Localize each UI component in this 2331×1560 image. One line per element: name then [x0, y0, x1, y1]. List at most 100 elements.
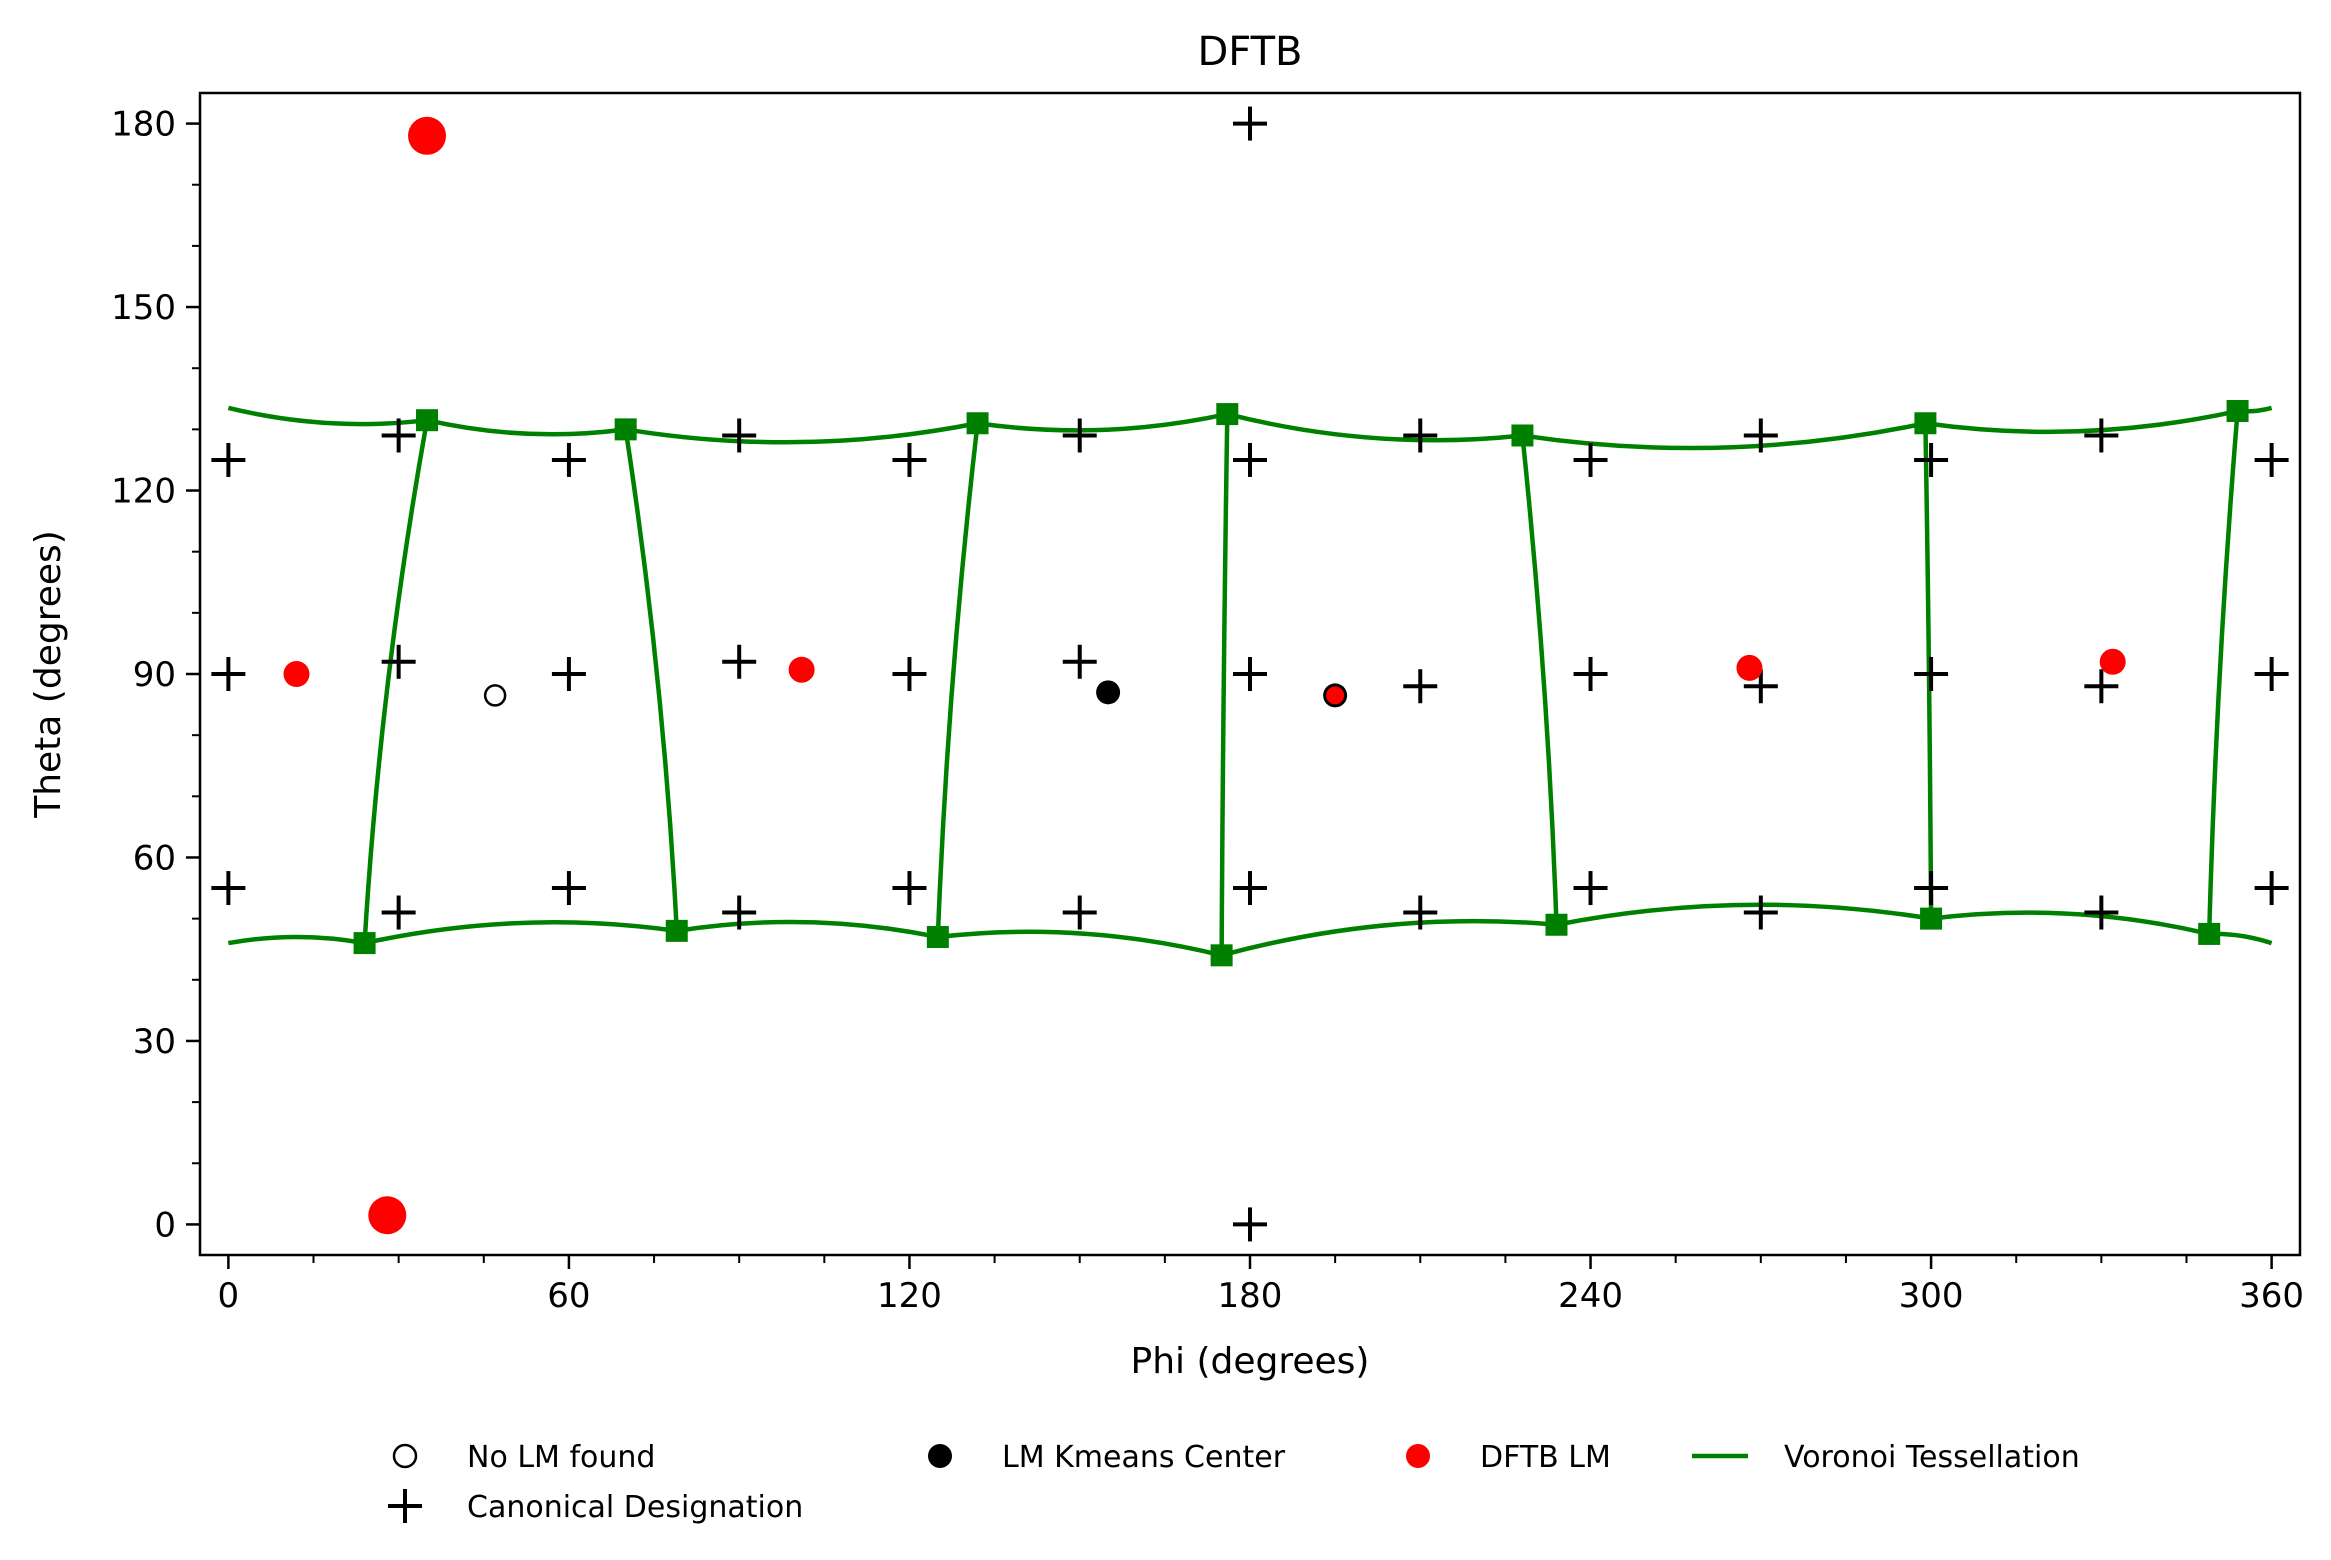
- canonical-designation-marker: [1743, 895, 1778, 930]
- canonical-designation-marker: [722, 895, 757, 930]
- voronoi-edge: [977, 411, 1228, 433]
- voronoi-edge: [362, 419, 430, 944]
- canonical-designation-marker: [1233, 657, 1267, 691]
- voronoi-edge: [1925, 408, 2239, 435]
- dftb-lm-marker: [788, 656, 815, 683]
- legend-label: Canonical Designation: [467, 1490, 803, 1525]
- voronoi-edge: [1219, 414, 1230, 956]
- voronoi-edge: [2206, 410, 2240, 934]
- canonical-designation-marker: [2254, 871, 2289, 906]
- canonical-designation-marker: [1914, 871, 1949, 906]
- canonical-designation-marker: [211, 657, 246, 691]
- canonical-designation-marker: [722, 644, 757, 679]
- x-tick-label: 120: [877, 1276, 942, 1316]
- canonical-designation-marker: [1233, 871, 1267, 906]
- x-tick-label: 360: [2239, 1276, 2304, 1316]
- voronoi-edge: [227, 405, 428, 427]
- voronoi-edge: [1226, 411, 1523, 443]
- voronoi-edge: [227, 934, 365, 946]
- canonical-designation-marker: [381, 895, 416, 930]
- legend-label: LM Kmeans Center: [1002, 1440, 1286, 1475]
- x-tick-label: 180: [1218, 1276, 1283, 1316]
- y-axis-label: Theta (degrees): [28, 530, 69, 819]
- dftb-lm-marker: [1736, 654, 1763, 681]
- voronoi-edge: [1930, 910, 2210, 937]
- x-axis-label: Phi (degrees): [1131, 1341, 1370, 1382]
- dftb-lm-marker: [283, 661, 310, 687]
- canonical-designation-marker: [1914, 657, 1949, 691]
- voronoi-edge: [937, 929, 1223, 958]
- voronoi-edge: [625, 421, 979, 445]
- canonical-designation-marker: [1914, 442, 1949, 477]
- legend-marker: [1406, 1444, 1430, 1468]
- legend-marker: [928, 1444, 952, 1468]
- canonical-designation-marker: [1062, 895, 1097, 930]
- x-tick-label: 60: [547, 1276, 590, 1316]
- canonical-designation-marker: [1233, 442, 1267, 477]
- canonical-designation-marker: [381, 418, 416, 453]
- legend-label: DFTB LM: [1480, 1440, 1611, 1475]
- y-tick-label: 120: [111, 472, 176, 512]
- canonical-designation-marker: [892, 871, 927, 906]
- canonical-designation-marker: [2254, 442, 2289, 477]
- y-tick-label: 150: [111, 288, 176, 328]
- canonical-designation-marker: [1573, 442, 1608, 477]
- x-axis: 0 60 120 180 240 300 360: [218, 1255, 2304, 1316]
- voronoi-vertex: [1511, 424, 1534, 447]
- dftb-lm-marker: [408, 116, 447, 155]
- legend-label: No LM found: [467, 1440, 655, 1475]
- canonical-designation-marker: [1743, 669, 1778, 704]
- legend: No LM found LM Kmeans Center DFTB LM Vorono…: [388, 1440, 2080, 1525]
- y-tick-label: 30: [133, 1022, 176, 1062]
- canonical-designation-marker: [2084, 669, 2119, 704]
- canonical-designation-marker: [1403, 895, 1438, 930]
- canonical-designation-marker: [2084, 895, 2119, 930]
- chart-title: DFTB: [1198, 29, 1303, 75]
- legend-marker: [388, 1489, 422, 1523]
- legend-item-kmeans: LM Kmeans Center: [928, 1440, 1286, 1475]
- voronoi-vertex: [665, 919, 688, 942]
- voronoi-edge: [935, 422, 980, 938]
- legend-label: Voronoi Tessellation: [1784, 1440, 2080, 1475]
- dftb-lm-marker: [1326, 686, 1345, 705]
- voronoi-edge: [1556, 902, 1932, 927]
- canonical-designation-marker: [381, 644, 416, 679]
- canonical-designation-marker: [1062, 644, 1097, 679]
- voronoi-vertex: [1545, 913, 1568, 936]
- canonical-designation-marker: [1233, 106, 1267, 141]
- voronoi-vertex: [416, 409, 439, 432]
- voronoi-vertex: [1210, 944, 1233, 967]
- x-tick-label: 300: [1899, 1276, 1964, 1316]
- y-tick-label: 0: [154, 1205, 176, 1245]
- canonical-designation-marker: [1233, 1207, 1267, 1242]
- canonical-designation-marker: [2084, 418, 2119, 453]
- canonical-designation-marker: [1403, 669, 1438, 704]
- y-tick-label: 90: [133, 655, 176, 695]
- canonical-designation-marker: [1062, 418, 1097, 453]
- canonical-designation-marker: [1573, 657, 1608, 691]
- canonical-designation-marker: [1573, 871, 1608, 906]
- voronoi-vertex: [2198, 922, 2221, 945]
- voronoi-edge: [1221, 918, 1557, 958]
- voronoi-edge: [1522, 421, 1926, 451]
- voronoi-vertex: [1914, 412, 1937, 435]
- legend-marker: [392, 1443, 418, 1469]
- voronoi-vertex: [926, 925, 949, 948]
- voronoi-vertex: [1216, 403, 1239, 426]
- y-axis: 0 30 60 90 120 150 180: [111, 105, 200, 1245]
- canonical-designation-marker: [722, 418, 757, 453]
- dftb-lm-marker: [368, 1196, 407, 1235]
- canonical-designation-marker: [551, 657, 586, 691]
- canonical-designation-marker: [551, 442, 586, 477]
- canonical-designation-marker: [892, 657, 927, 691]
- voronoi-edge: [1520, 435, 1559, 925]
- x-tick-label: 0: [218, 1276, 240, 1316]
- y-tick-label: 60: [133, 838, 176, 878]
- voronoi-vertex: [614, 418, 637, 441]
- x-tick-label: 240: [1558, 1276, 1623, 1316]
- legend-item-canonical: Canonical Designation: [388, 1489, 803, 1525]
- voronoi-edge: [1923, 423, 1934, 919]
- canonical-designation-marker: [1403, 418, 1438, 453]
- canonical-designation-marker: [892, 442, 927, 477]
